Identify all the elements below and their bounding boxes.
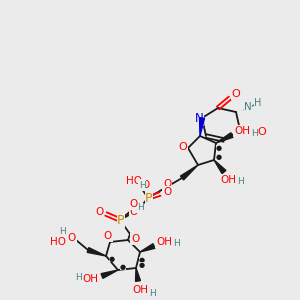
- Text: HO: HO: [126, 176, 142, 186]
- Text: H: H: [148, 289, 155, 298]
- Polygon shape: [136, 268, 140, 281]
- Text: ●: ●: [120, 264, 126, 270]
- Text: O: O: [178, 142, 188, 152]
- Text: O: O: [258, 127, 266, 137]
- Text: O: O: [232, 89, 240, 99]
- Polygon shape: [214, 160, 226, 174]
- Text: O: O: [163, 179, 171, 189]
- Text: O: O: [141, 180, 149, 190]
- Text: O: O: [163, 187, 171, 197]
- Text: H: H: [139, 181, 145, 190]
- Text: HO: HO: [50, 237, 66, 247]
- Text: ●: ●: [109, 256, 115, 262]
- Text: H: H: [237, 178, 243, 187]
- Text: O: O: [131, 234, 139, 244]
- Text: H: H: [254, 98, 262, 108]
- Polygon shape: [101, 270, 118, 278]
- Text: OH: OH: [82, 274, 98, 284]
- Text: H: H: [172, 239, 179, 248]
- Text: OH: OH: [132, 285, 148, 295]
- Text: O: O: [95, 207, 103, 217]
- Text: ●: ●: [216, 154, 222, 160]
- Text: N: N: [244, 102, 252, 112]
- Text: OH: OH: [220, 175, 236, 185]
- Polygon shape: [180, 165, 198, 180]
- Text: H: H: [75, 272, 81, 281]
- Text: H: H: [58, 226, 65, 236]
- Text: O: O: [130, 207, 138, 217]
- Polygon shape: [140, 244, 155, 252]
- Text: O: O: [104, 231, 112, 241]
- Text: ●: ●: [139, 262, 145, 268]
- Polygon shape: [216, 133, 233, 143]
- Text: OH: OH: [234, 126, 250, 136]
- Text: N: N: [195, 112, 203, 125]
- Text: O: O: [68, 233, 76, 243]
- Text: P: P: [145, 193, 153, 206]
- Text: O: O: [130, 199, 138, 209]
- Text: H: H: [250, 128, 257, 137]
- Text: OH: OH: [156, 237, 172, 247]
- Polygon shape: [200, 118, 205, 136]
- Text: H: H: [136, 203, 143, 212]
- Text: ●: ●: [139, 257, 145, 263]
- Text: P: P: [117, 214, 125, 227]
- Text: ●: ●: [216, 145, 222, 151]
- Polygon shape: [87, 248, 106, 256]
